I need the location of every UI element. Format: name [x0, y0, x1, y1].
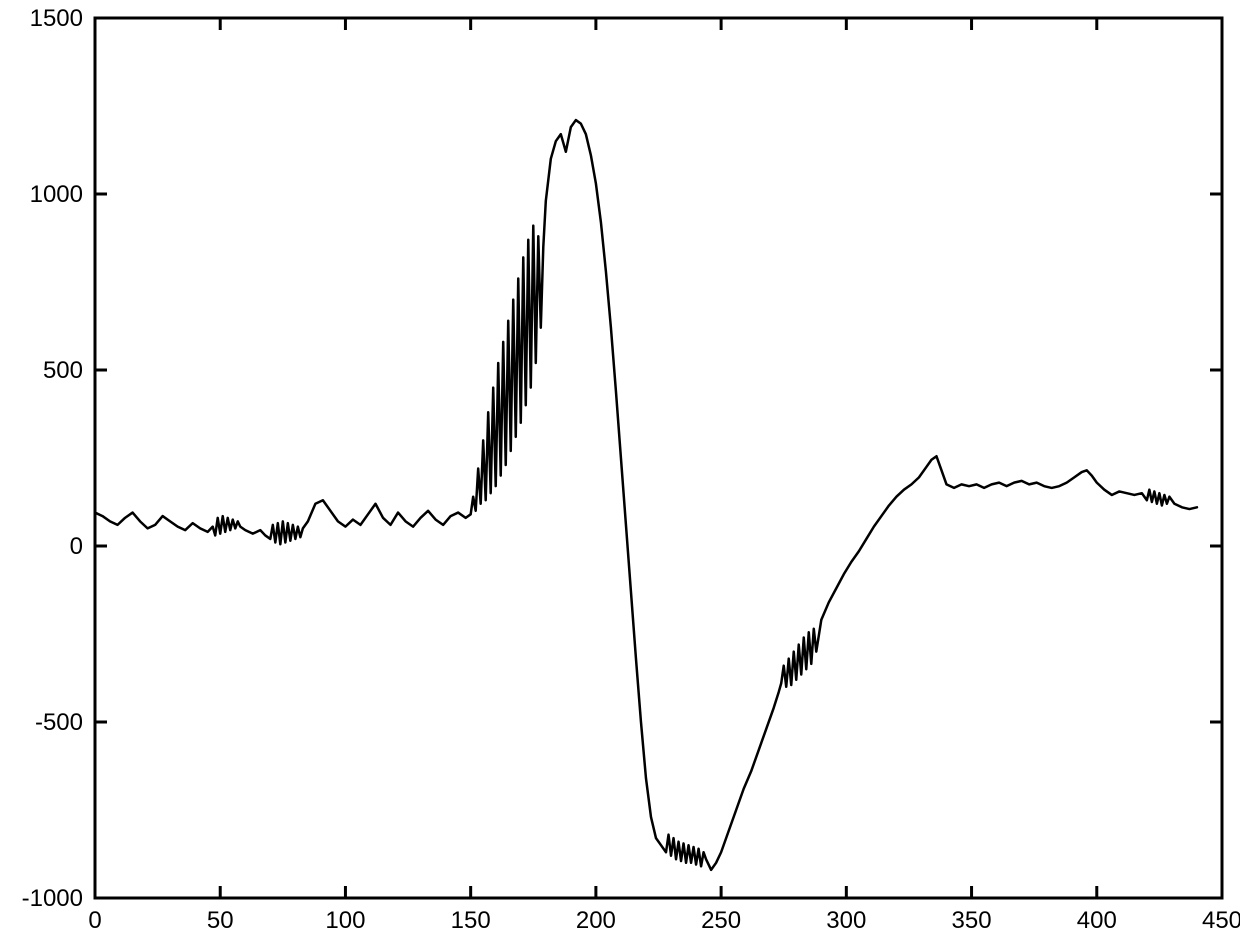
svg-text:1500: 1500 [30, 5, 83, 32]
line-chart: 0 50 100 150 200 250 300 350 400 450 -1000 -500 0 500… [0, 0, 1240, 937]
svg-text:-500: -500 [35, 709, 83, 736]
svg-text:300: 300 [826, 907, 866, 934]
svg-text:200: 200 [576, 907, 616, 934]
chart-container: 0 50 100 150 200 250 300 350 400 450 -1000 -500 0 500… [0, 0, 1240, 937]
svg-text:250: 250 [701, 907, 741, 934]
svg-text:400: 400 [1077, 907, 1117, 934]
svg-text:-1000: -1000 [22, 885, 83, 912]
svg-text:500: 500 [43, 357, 83, 384]
svg-text:1000: 1000 [30, 181, 83, 208]
svg-text:100: 100 [325, 907, 365, 934]
svg-text:450: 450 [1202, 907, 1240, 934]
svg-text:150: 150 [451, 907, 491, 934]
svg-text:0: 0 [70, 533, 83, 560]
svg-text:350: 350 [952, 907, 992, 934]
svg-text:50: 50 [207, 907, 234, 934]
svg-text:0: 0 [88, 907, 101, 934]
